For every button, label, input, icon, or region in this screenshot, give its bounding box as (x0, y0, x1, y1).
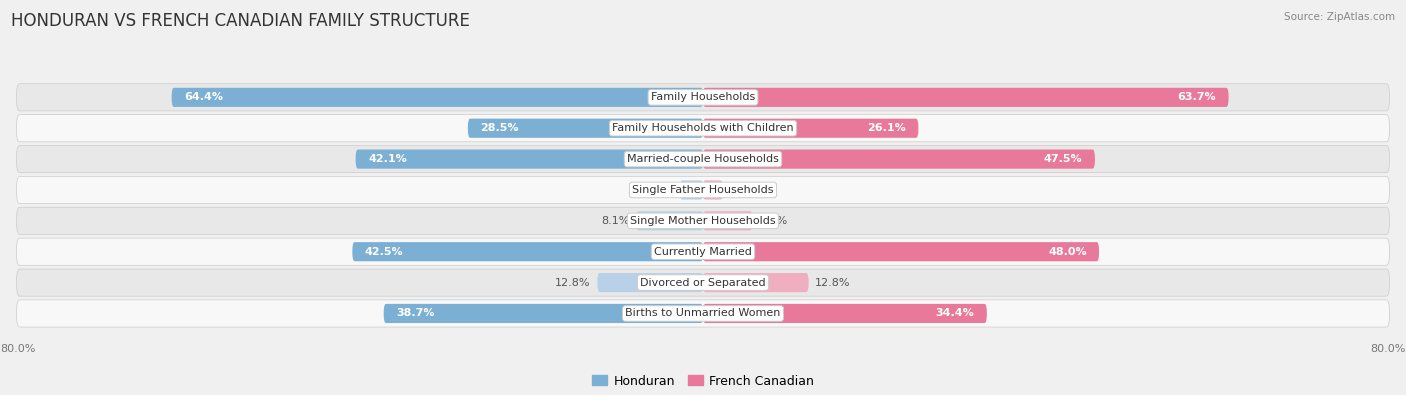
Text: 47.5%: 47.5% (1043, 154, 1083, 164)
FancyBboxPatch shape (703, 118, 918, 138)
FancyBboxPatch shape (681, 181, 703, 199)
FancyBboxPatch shape (17, 300, 1389, 327)
FancyBboxPatch shape (353, 242, 703, 261)
Text: Divorced or Separated: Divorced or Separated (640, 278, 766, 288)
FancyBboxPatch shape (172, 88, 703, 107)
FancyBboxPatch shape (598, 273, 703, 292)
Text: 26.1%: 26.1% (868, 123, 905, 133)
FancyBboxPatch shape (17, 269, 1389, 296)
FancyBboxPatch shape (703, 273, 808, 292)
FancyBboxPatch shape (703, 304, 987, 323)
Text: 28.5%: 28.5% (481, 123, 519, 133)
Text: 48.0%: 48.0% (1047, 247, 1087, 257)
FancyBboxPatch shape (17, 238, 1389, 265)
FancyBboxPatch shape (636, 211, 703, 230)
FancyBboxPatch shape (356, 150, 703, 169)
Text: 42.5%: 42.5% (364, 247, 404, 257)
Text: HONDURAN VS FRENCH CANADIAN FAMILY STRUCTURE: HONDURAN VS FRENCH CANADIAN FAMILY STRUC… (11, 12, 470, 30)
Text: 12.8%: 12.8% (555, 278, 591, 288)
Text: Single Mother Households: Single Mother Households (630, 216, 776, 226)
Text: 63.7%: 63.7% (1178, 92, 1216, 102)
FancyBboxPatch shape (17, 145, 1389, 173)
Text: Source: ZipAtlas.com: Source: ZipAtlas.com (1284, 12, 1395, 22)
Text: 8.1%: 8.1% (602, 216, 630, 226)
Text: Family Households: Family Households (651, 92, 755, 102)
FancyBboxPatch shape (17, 115, 1389, 142)
Text: 12.8%: 12.8% (815, 278, 851, 288)
FancyBboxPatch shape (17, 177, 1389, 203)
Text: 34.4%: 34.4% (936, 308, 974, 318)
Text: Married-couple Households: Married-couple Households (627, 154, 779, 164)
Text: 2.4%: 2.4% (730, 185, 758, 195)
Text: 2.8%: 2.8% (645, 185, 673, 195)
Text: 38.7%: 38.7% (396, 308, 434, 318)
FancyBboxPatch shape (384, 304, 703, 323)
FancyBboxPatch shape (17, 207, 1389, 234)
FancyBboxPatch shape (703, 181, 723, 199)
FancyBboxPatch shape (468, 118, 703, 138)
Text: Births to Unmarried Women: Births to Unmarried Women (626, 308, 780, 318)
FancyBboxPatch shape (703, 150, 1095, 169)
Legend: Honduran, French Canadian: Honduran, French Canadian (588, 370, 818, 393)
FancyBboxPatch shape (703, 88, 1229, 107)
FancyBboxPatch shape (703, 211, 752, 230)
Text: Currently Married: Currently Married (654, 247, 752, 257)
Text: 42.1%: 42.1% (368, 154, 406, 164)
Text: 6.0%: 6.0% (759, 216, 787, 226)
FancyBboxPatch shape (703, 242, 1099, 261)
Text: Single Father Households: Single Father Households (633, 185, 773, 195)
FancyBboxPatch shape (17, 84, 1389, 111)
Text: 64.4%: 64.4% (184, 92, 224, 102)
Text: Family Households with Children: Family Households with Children (612, 123, 794, 133)
